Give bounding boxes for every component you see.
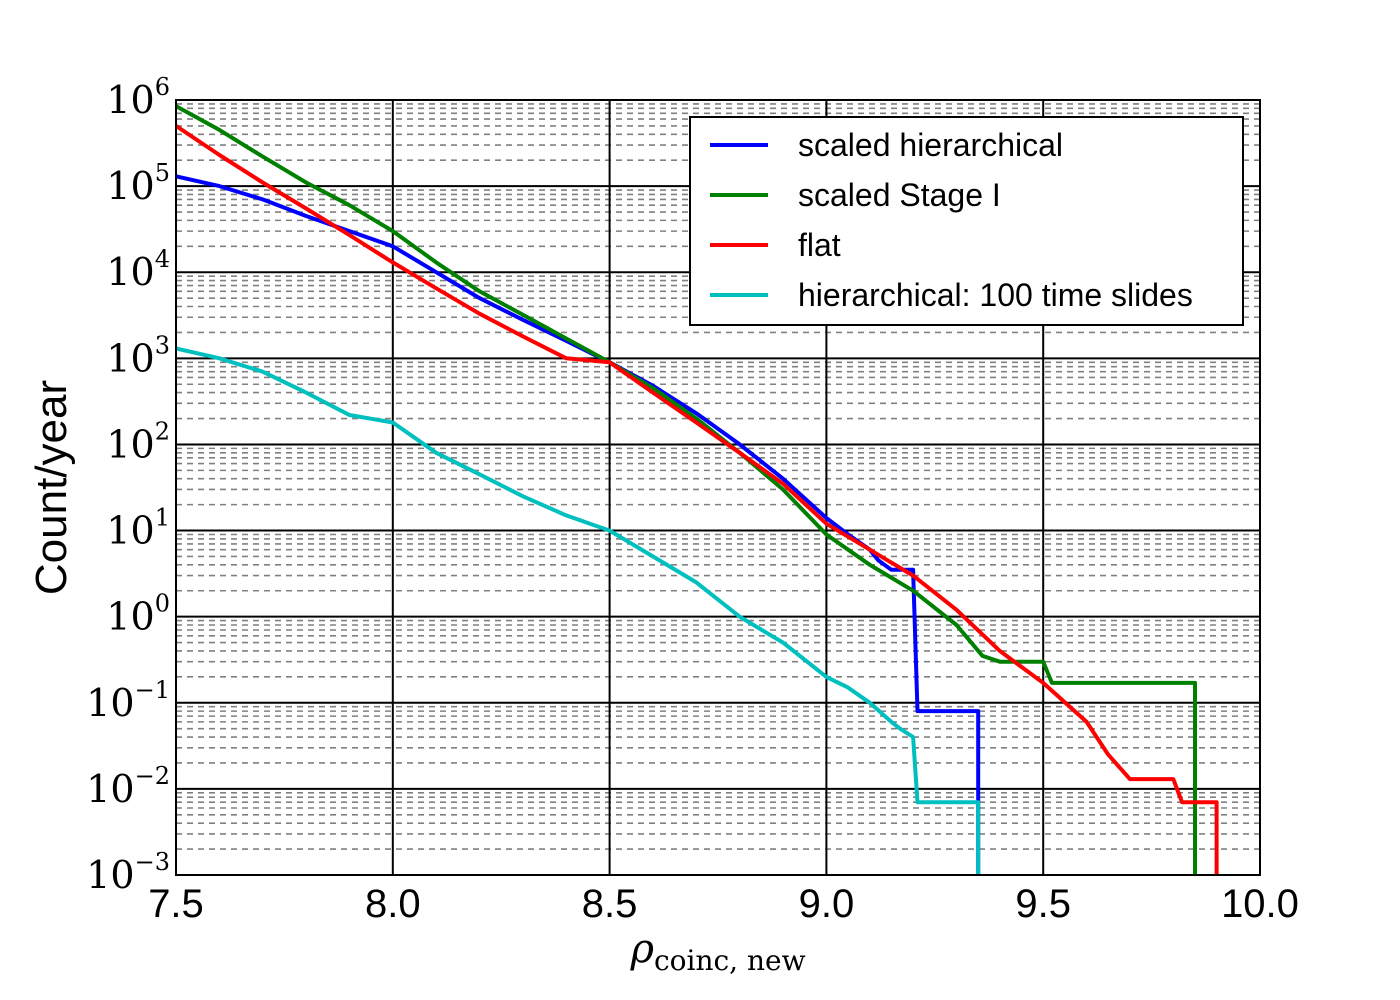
y-tick-exponent: −1: [135, 676, 170, 704]
y-tick-exponent: 0: [155, 590, 170, 618]
y-tick-base: 10: [106, 422, 154, 466]
y-tick-label: 105: [106, 159, 170, 208]
series-lines: [176, 104, 1219, 875]
y-tick-exponent: 6: [155, 73, 170, 101]
y-tick-label: 104: [106, 245, 170, 294]
x-ticks: 7.5 8.0 8.5 9.0 9.5 10.0: [148, 882, 1299, 926]
grid: [175, 99, 1261, 876]
series-line-3: [176, 124, 1219, 875]
y-axis-label: Count/year: [27, 380, 76, 595]
y-tick-label: 10−1: [86, 676, 170, 725]
y-tick-base: 10: [106, 336, 154, 380]
x-tick-label: 10.0: [1221, 882, 1299, 926]
legend-label: flat: [798, 227, 841, 263]
y-tick-label: 100: [106, 590, 170, 639]
x-axis-label: ρcoinc, new: [629, 926, 805, 977]
y-tick-base: 10: [106, 78, 154, 122]
y-tick-label: 101: [106, 504, 170, 553]
y-tick-base: 10: [106, 509, 154, 553]
y-tick-base: 10: [106, 595, 154, 639]
x-tick-label: 9.5: [1015, 882, 1071, 926]
y-tick-exponent: 3: [155, 331, 170, 359]
y-tick-base: 10: [86, 767, 134, 811]
x-tick-label: 9.0: [799, 882, 855, 926]
plot-frame: [175, 99, 1261, 876]
x-axis-label-symbol: ρ: [629, 926, 654, 972]
legend: scaled hierarchical scaled Stage I flat hie…: [689, 116, 1244, 326]
y-tick-exponent: −2: [135, 762, 170, 790]
y-tick-exponent: −3: [135, 848, 170, 876]
legend-box: [689, 116, 1244, 326]
x-tick-label: 8.0: [365, 882, 421, 926]
series-line-4: [176, 346, 981, 875]
x-tick-label: 7.5: [148, 882, 204, 926]
y-tick-base: 10: [86, 853, 134, 897]
y-tick-label: 106: [106, 73, 170, 122]
legend-label: scaled Stage I: [798, 177, 1001, 213]
y-tick-base: 10: [106, 250, 154, 294]
y-tick-base: 10: [106, 164, 154, 208]
y-tick-label: 10−2: [86, 762, 170, 811]
series-line-2: [176, 104, 1197, 875]
y-tick-label: 102: [106, 417, 170, 466]
y-tick-exponent: 4: [155, 245, 170, 273]
x-axis-label-subscript: coinc, new: [654, 944, 806, 977]
y-tick-label: 103: [106, 331, 170, 380]
y-tick-exponent: 2: [155, 417, 170, 445]
y-tick-exponent: 5: [155, 159, 170, 187]
y-tick-exponent: 1: [155, 504, 170, 532]
y-tick-label: 10−3: [86, 848, 170, 897]
x-tick-label: 8.5: [582, 882, 638, 926]
legend-label: hierarchical: 100 time slides: [798, 277, 1193, 313]
y-tick-base: 10: [86, 681, 134, 725]
legend-label: scaled hierarchical: [798, 127, 1063, 163]
